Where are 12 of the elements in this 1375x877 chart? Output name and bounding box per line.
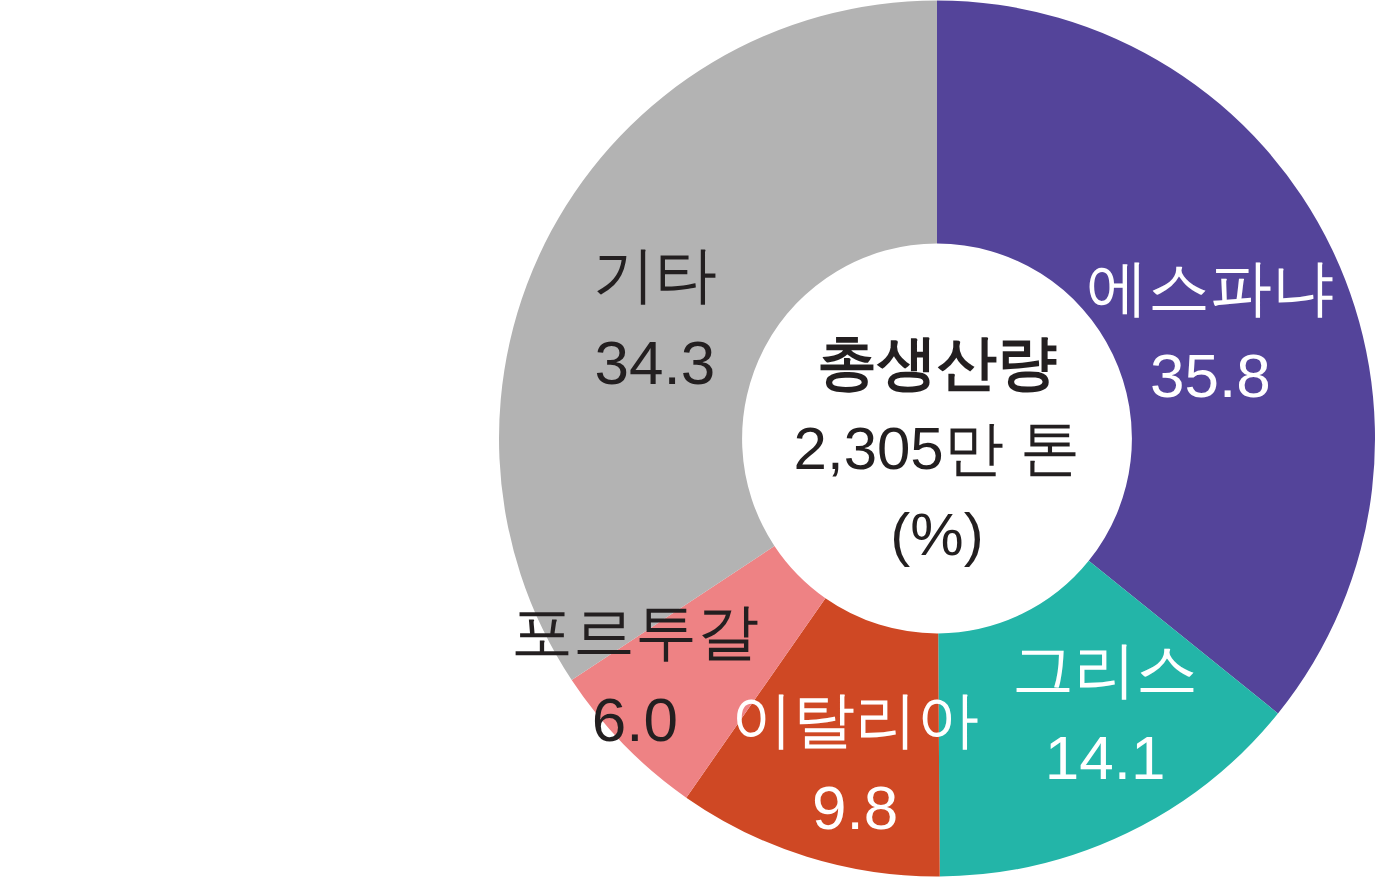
- data-label: 9.8: [812, 772, 899, 842]
- data-label: 6.0: [591, 685, 678, 755]
- slice-label: 포르투갈: [510, 597, 759, 667]
- data-label: 34.3: [594, 327, 716, 397]
- data-label: 35.8: [1150, 341, 1271, 411]
- text: 2,305만 톤: [793, 415, 1081, 483]
- slice-label: 그리스: [1012, 634, 1199, 704]
- text: 총생산량: [817, 329, 1057, 397]
- data-label: 14.1: [1044, 722, 1166, 792]
- slice-label: 기타: [592, 239, 717, 309]
- slice-label: 에스파냐: [1086, 253, 1335, 323]
- text: (%): [890, 501, 984, 569]
